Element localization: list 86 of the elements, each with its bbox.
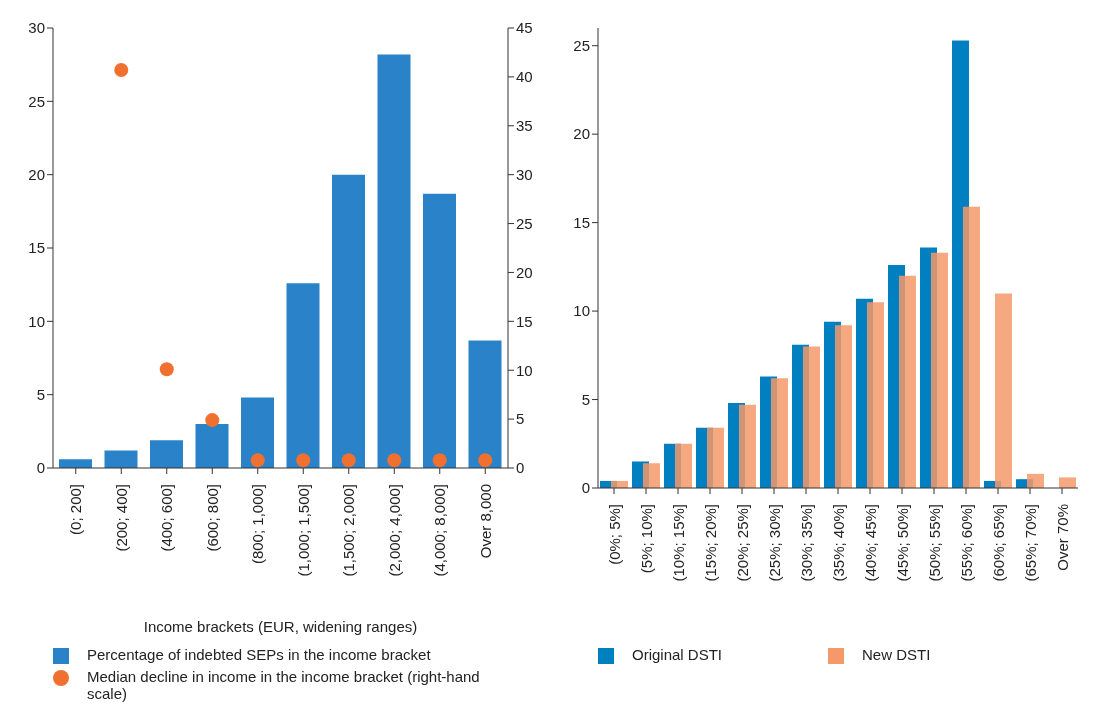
x-tick-label: (40%; 45%] [861, 504, 879, 582]
x-tick-label: (0; 200] [67, 484, 85, 535]
x-tick-label: (0%; 5%] [605, 504, 623, 565]
bar [59, 459, 92, 468]
x-tick-label: (15%; 20%] [701, 504, 719, 582]
y-tick-label: 5 [36, 385, 45, 403]
x-tick-label: (60%; 65%] [989, 504, 1007, 582]
x-tick-label: Over 8,000 [476, 484, 494, 559]
x-tick-label: (20%; 25%] [733, 504, 751, 582]
x-tick-label: (1,000; 1,500] [294, 484, 312, 577]
bar [739, 404, 756, 488]
bar [867, 302, 884, 488]
y-tick-label: 0 [36, 459, 45, 477]
y2-tick-label: 30 [516, 165, 533, 183]
x-tick-label: (45%; 50%] [893, 504, 911, 582]
point [114, 63, 129, 78]
x-tick-label: (800; 1,000] [249, 484, 267, 565]
x-tick-label: (200; 400] [112, 484, 130, 552]
y2-tick-label: 20 [516, 263, 533, 281]
y-tick-label: 0 [581, 479, 590, 497]
bar [835, 325, 852, 488]
point [159, 362, 174, 377]
x-tick-label: (65%; 70%] [1021, 504, 1039, 582]
y2-tick-label: 25 [516, 214, 533, 232]
x-tick-label: (1,500; 2,000] [340, 484, 358, 577]
x-tick-label: (5%; 10%] [637, 504, 655, 574]
y2-tick-label: 5 [516, 410, 525, 428]
x-tick-label: (35%; 40%] [829, 504, 847, 582]
y2-tick-label: 0 [516, 459, 525, 477]
bar [899, 275, 916, 488]
bar [675, 443, 692, 488]
legend-label: Percentage of indebted SEPs in the income bracket [87, 646, 432, 663]
bar [803, 346, 820, 488]
y-tick-label: 10 [573, 302, 590, 320]
point [432, 453, 447, 468]
bar [423, 193, 456, 468]
legend-label: Original DSTI [632, 646, 723, 663]
y-tick-label: 20 [573, 125, 590, 143]
y-tick-label: 30 [28, 19, 45, 37]
y-tick-label: 5 [581, 390, 590, 408]
y2-tick-label: 45 [516, 19, 533, 37]
y-tick-label: 25 [28, 92, 45, 110]
bar [1059, 477, 1076, 488]
x-tick-label: (2,000; 4,000] [385, 484, 403, 577]
bar [377, 54, 411, 468]
point [250, 453, 265, 468]
x-tick-label: (55%; 60%] [957, 504, 975, 582]
y-tick-label: 20 [28, 165, 45, 183]
bar [150, 440, 183, 468]
point [205, 413, 220, 428]
x-tick-label: (400; 600] [158, 484, 176, 552]
x-tick-label: (600; 800] [203, 484, 221, 552]
x-tick-label: (10%; 15%] [669, 504, 687, 582]
bar [995, 293, 1012, 488]
bar [195, 424, 229, 468]
x-tick-label: (25%; 30%] [765, 504, 783, 582]
y2-tick-label: 35 [516, 117, 533, 135]
x-tick-label: (4,000; 8,000] [431, 484, 449, 577]
point [341, 453, 356, 468]
bar [771, 378, 788, 488]
bar [286, 283, 320, 468]
bar [1027, 473, 1044, 488]
y-tick-label: 15 [573, 213, 590, 231]
y2-tick-label: 40 [516, 68, 533, 86]
legend-label: New DSTI [862, 646, 931, 663]
y2-tick-label: 15 [516, 312, 533, 330]
y-tick-label: 25 [573, 37, 590, 55]
legend-label: Median decline in income in the income bracket (right-hand scale) [87, 668, 481, 702]
y2-tick-label: 10 [516, 361, 533, 379]
x-axis-title: Income brackets (EUR, widening ranges) [143, 618, 418, 635]
point [296, 453, 311, 468]
bar [643, 463, 660, 488]
x-tick-label: Over 70% [1053, 504, 1071, 571]
bar [707, 427, 724, 488]
bar [332, 174, 365, 468]
bar [104, 450, 138, 468]
x-tick-label: (30%; 35%] [797, 504, 815, 582]
y-tick-label: 15 [28, 239, 45, 257]
bar [241, 397, 274, 468]
point [387, 453, 402, 468]
bar [468, 340, 502, 468]
bar [931, 252, 948, 488]
y-tick-label: 10 [28, 312, 45, 330]
bar [963, 206, 980, 488]
point [478, 453, 493, 468]
x-tick-label: (50%; 55%] [925, 504, 943, 582]
